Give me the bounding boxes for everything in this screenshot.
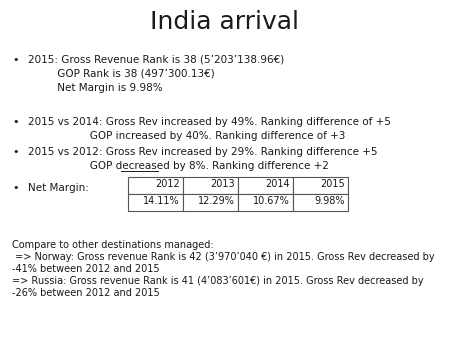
Text: 2013: 2013	[211, 179, 235, 189]
Text: GOP Rank is 38 (497’300.13€): GOP Rank is 38 (497’300.13€)	[28, 69, 215, 79]
Bar	[293, 194, 348, 211]
Text: 14.11%: 14.11%	[144, 196, 180, 206]
Text: 2015 vs 2014: Gross Rev increased by 49%. Ranking difference of +5: 2015 vs 2014: Gross Rev increased by 49%…	[28, 117, 391, 127]
Text: Net Margin is 9.98%: Net Margin is 9.98%	[28, 83, 162, 93]
Text: India arrival: India arrival	[150, 10, 300, 34]
Bar	[238, 177, 293, 194]
Text: 2012: 2012	[155, 179, 180, 189]
Text: GOP decreased by 8%. Ranking difference +2: GOP decreased by 8%. Ranking difference …	[28, 161, 329, 171]
Bar	[183, 177, 238, 194]
Text: -26% between 2012 and 2015: -26% between 2012 and 2015	[12, 288, 160, 298]
Text: 2015: Gross Revenue Rank is 38 (5’203’138.96€): 2015: Gross Revenue Rank is 38 (5’203’13…	[28, 55, 284, 65]
Text: 2015 vs 2012: Gross Rev increased by 29%. Ranking difference +5: 2015 vs 2012: Gross Rev increased by 29%…	[28, 147, 378, 157]
Bar	[238, 194, 293, 211]
Text: 10.67%: 10.67%	[253, 196, 290, 206]
Bar	[183, 194, 238, 211]
Text: •: •	[12, 183, 18, 193]
Text: 2014: 2014	[266, 179, 290, 189]
Bar	[293, 177, 348, 194]
Text: => Norway: Gross revenue Rank is 42 (3’970’040 €) in 2015. Gross Rev decreased b: => Norway: Gross revenue Rank is 42 (3’9…	[12, 252, 435, 262]
Text: •: •	[12, 117, 18, 127]
Bar	[128, 177, 183, 194]
Text: GOP increased by 40%. Ranking difference of +3: GOP increased by 40%. Ranking difference…	[28, 131, 346, 141]
Text: Compare to other destinations managed:: Compare to other destinations managed:	[12, 240, 214, 250]
Text: => Russia: Gross revenue Rank is 41 (4’083’601€) in 2015. Gross Rev decreased by: => Russia: Gross revenue Rank is 41 (4’0…	[12, 276, 423, 286]
Text: 12.29%: 12.29%	[198, 196, 235, 206]
Text: 2015: 2015	[320, 179, 345, 189]
Bar	[128, 194, 183, 211]
Text: 9.98%: 9.98%	[315, 196, 345, 206]
Text: •: •	[12, 147, 18, 157]
Text: -41% between 2012 and 2015: -41% between 2012 and 2015	[12, 264, 160, 274]
Text: •: •	[12, 55, 18, 65]
Text: Net Margin:: Net Margin:	[28, 183, 89, 193]
